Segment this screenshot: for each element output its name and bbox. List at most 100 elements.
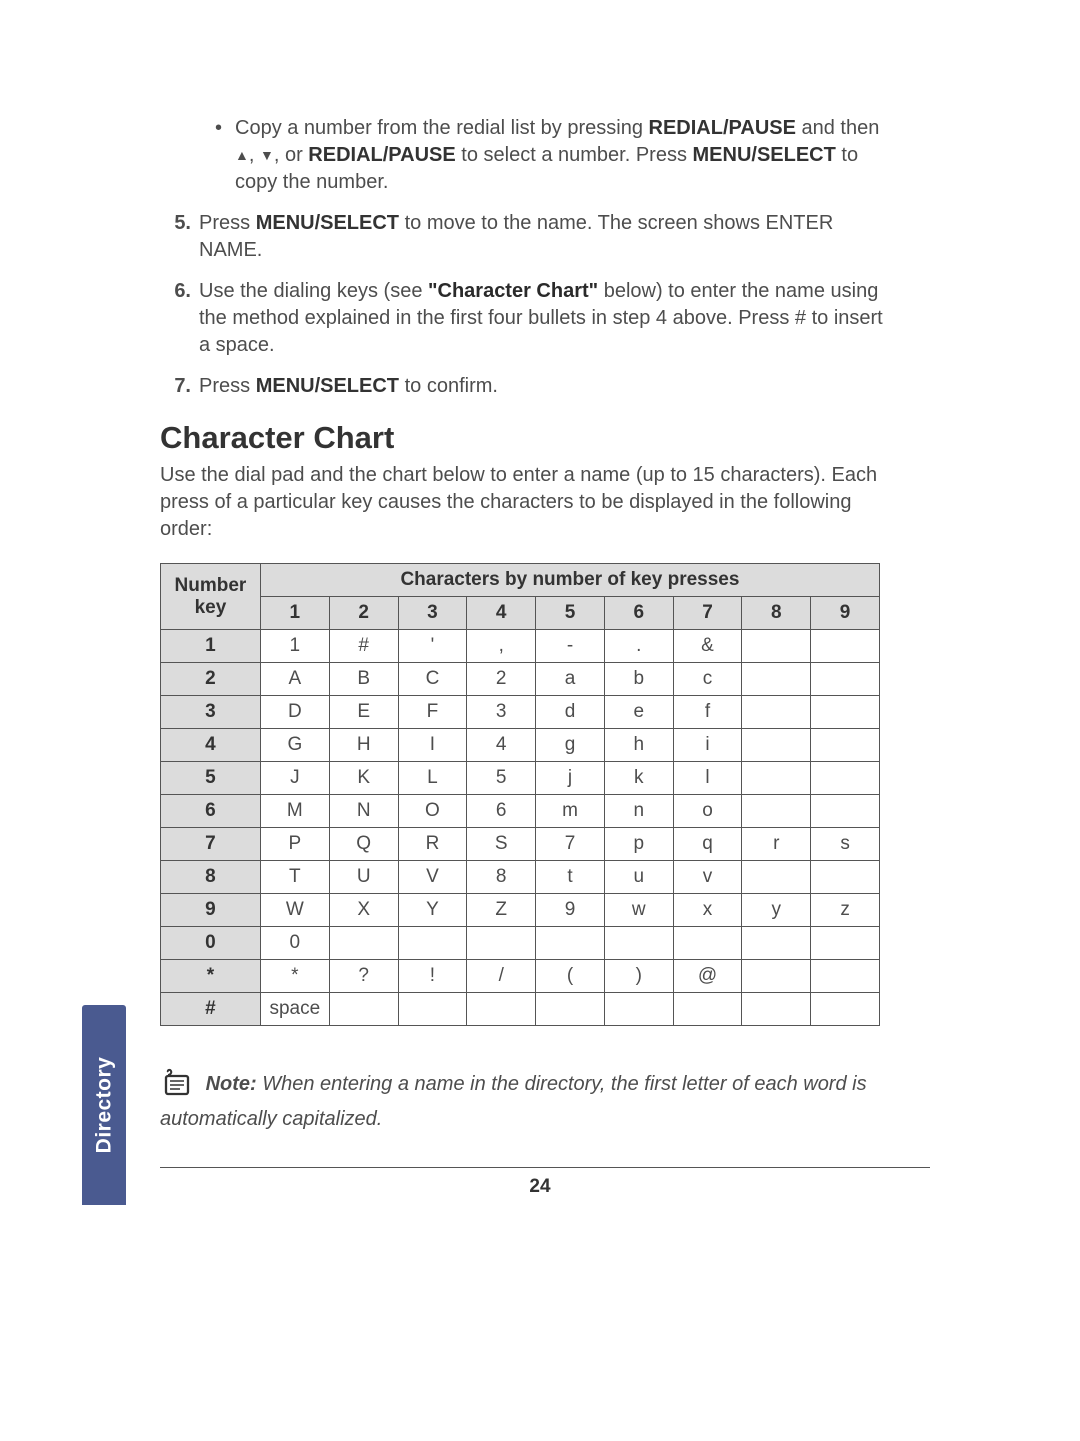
table-row: 11#',-.& — [161, 630, 880, 663]
table-cell: j — [536, 762, 605, 795]
table-cell: 1 — [260, 630, 329, 663]
table-cell: t — [536, 861, 605, 894]
table-cell — [742, 993, 811, 1026]
col-head: 2 — [329, 597, 398, 630]
text: to confirm. — [399, 375, 498, 397]
table-cell: F — [398, 696, 467, 729]
redial-pause-label: REDIAL/PAUSE — [649, 117, 796, 139]
col-head: 1 — [260, 597, 329, 630]
col-head: 6 — [604, 597, 673, 630]
table-cell: T — [260, 861, 329, 894]
row-key: * — [161, 960, 261, 993]
table-cell — [536, 993, 605, 1026]
footer-rule — [160, 1167, 930, 1168]
note-label: Note: — [206, 1073, 257, 1095]
table-cell: J — [260, 762, 329, 795]
table-cell: o — [673, 795, 742, 828]
col-head: 5 — [536, 597, 605, 630]
table-cell: Y — [398, 894, 467, 927]
table-cell: U — [329, 861, 398, 894]
table-cell — [467, 993, 536, 1026]
table-cell — [604, 927, 673, 960]
bullet-text: Copy a number from the redial list by pr… — [235, 115, 885, 196]
note-text: When entering a name in the directory, t… — [160, 1073, 867, 1130]
table-cell: a — [536, 663, 605, 696]
table-cell: . — [604, 630, 673, 663]
table-cell — [536, 927, 605, 960]
table-row: 00 — [161, 927, 880, 960]
step-text: Press MENU/SELECT to confirm. — [199, 373, 498, 400]
table-cell — [811, 630, 880, 663]
table-cell — [742, 663, 811, 696]
table-cell — [742, 927, 811, 960]
side-tab-directory: Directory — [82, 1005, 126, 1205]
table-cell: ( — [536, 960, 605, 993]
side-tab-label: Directory — [92, 1057, 116, 1154]
table-cell: d — [536, 696, 605, 729]
step-number: 7. — [159, 373, 199, 400]
table-row: 7PQRS7pqrs — [161, 828, 880, 861]
table-cell: y — [742, 894, 811, 927]
content-area: • Copy a number from the redial list by … — [195, 115, 885, 1133]
row-key: 5 — [161, 762, 261, 795]
table-cell: P — [260, 828, 329, 861]
step-text: Use the dialing keys (see "Character Cha… — [199, 278, 885, 359]
row-key: 2 — [161, 663, 261, 696]
table-cell — [673, 927, 742, 960]
table-cell: O — [398, 795, 467, 828]
table-cell: b — [604, 663, 673, 696]
table-cell: m — [536, 795, 605, 828]
col-head: 4 — [467, 597, 536, 630]
table-cell — [467, 927, 536, 960]
row-key: 7 — [161, 828, 261, 861]
row-key: 8 — [161, 861, 261, 894]
table-row: 6MNO6mno — [161, 795, 880, 828]
row-key: 9 — [161, 894, 261, 927]
table-cell: # — [329, 630, 398, 663]
step-6: 6. Use the dialing keys (see "Character … — [159, 278, 885, 359]
note-icon — [160, 1068, 194, 1106]
table-cell — [811, 927, 880, 960]
note-block: Note: When entering a name in the direct… — [160, 1068, 880, 1133]
table-cell: h — [604, 729, 673, 762]
table-cell: E — [329, 696, 398, 729]
table-cell: l — [673, 762, 742, 795]
table-cell: - — [536, 630, 605, 663]
table-cell: x — [673, 894, 742, 927]
table-cell: 9 — [536, 894, 605, 927]
table-cell — [673, 993, 742, 1026]
table-cell — [398, 927, 467, 960]
step-number: 6. — [159, 278, 199, 359]
table-cell: I — [398, 729, 467, 762]
table-cell — [742, 762, 811, 795]
table-cell: D — [260, 696, 329, 729]
table-row: 9WXYZ9wxyz — [161, 894, 880, 927]
page-number: 24 — [0, 1176, 1080, 1198]
table-cell — [742, 795, 811, 828]
character-chart-ref: "Character Chart" — [428, 280, 598, 302]
table-cell: u — [604, 861, 673, 894]
table-cell — [811, 762, 880, 795]
table-row: 2ABC2abc — [161, 663, 880, 696]
table-cell: z — [811, 894, 880, 927]
col-head: 7 — [673, 597, 742, 630]
table-body: 11#',-.&2ABC2abc3DEF3def4GHI4ghi5JKL5jkl… — [161, 630, 880, 1026]
text: Press — [199, 212, 256, 234]
text: , — [249, 144, 260, 166]
row-key: 4 — [161, 729, 261, 762]
bullet-item: • Copy a number from the redial list by … — [215, 115, 885, 196]
table-cell: 5 — [467, 762, 536, 795]
table-cell: v — [673, 861, 742, 894]
text: Use the dialing keys (see — [199, 280, 428, 302]
table-cell — [604, 993, 673, 1026]
table-cell: A — [260, 663, 329, 696]
table-cell — [811, 993, 880, 1026]
section-title: Character Chart — [160, 420, 885, 456]
table-cell: K — [329, 762, 398, 795]
row-key: # — [161, 993, 261, 1026]
table-cell: g — [536, 729, 605, 762]
table-cell: M — [260, 795, 329, 828]
table-row: 4GHI4ghi — [161, 729, 880, 762]
table-cell: X — [329, 894, 398, 927]
step-7: 7. Press MENU/SELECT to confirm. — [159, 373, 885, 400]
